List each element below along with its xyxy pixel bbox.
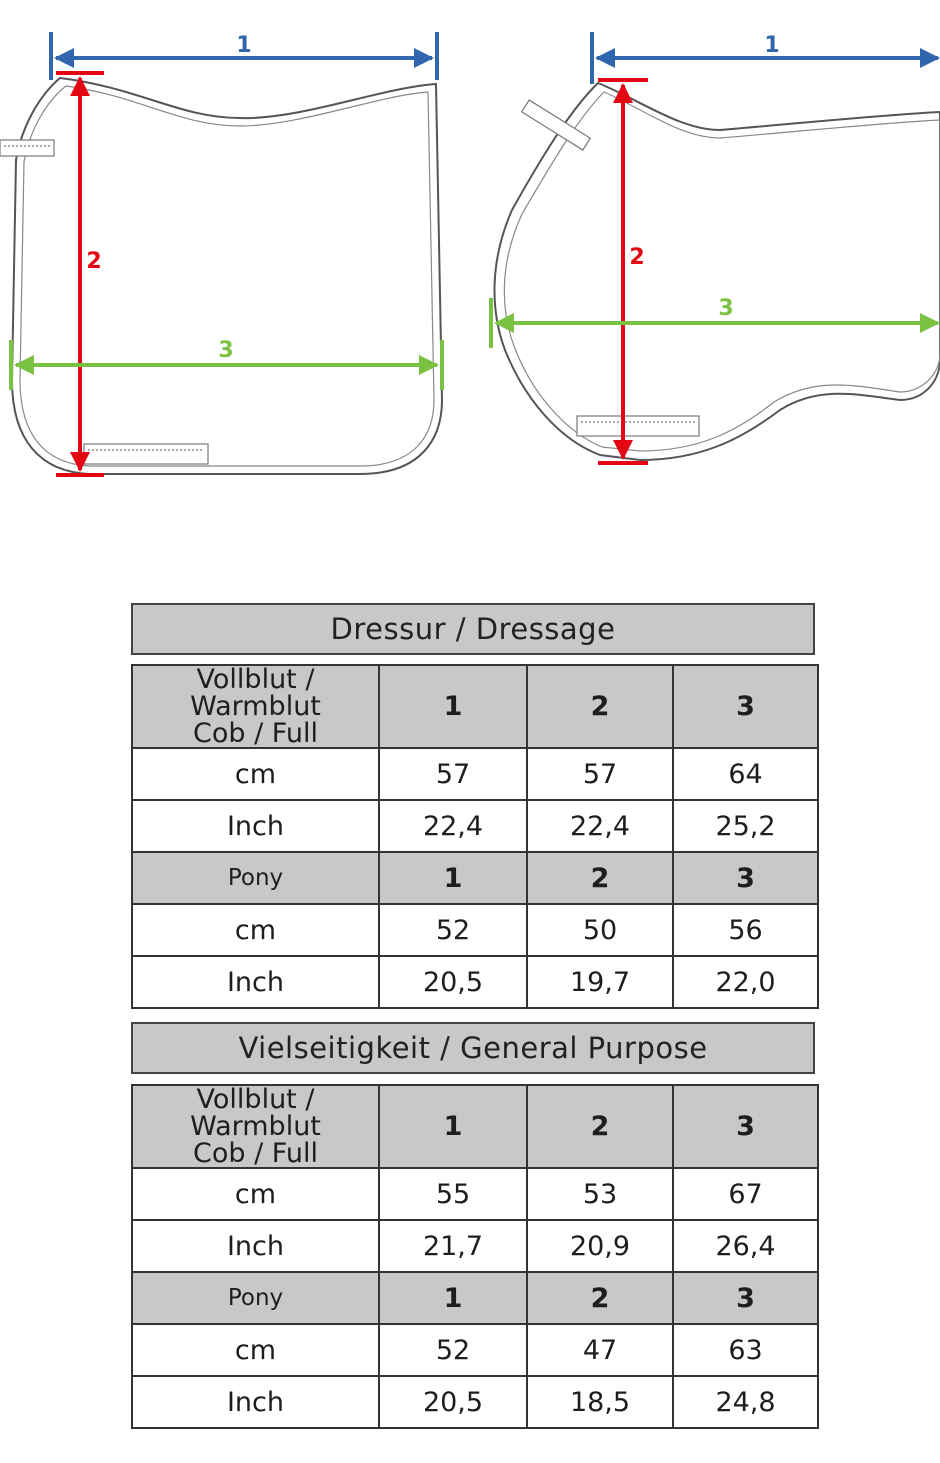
table-row: cm 57 57 64	[131, 747, 819, 801]
group-label-line1: Vollblut / Warmblut	[190, 664, 321, 722]
group-label-line2: Cob / Full	[193, 1138, 318, 1169]
unit-cell: Inch	[131, 799, 380, 853]
value-cell: 52	[378, 903, 528, 957]
value-cell: 19,7	[526, 955, 674, 1009]
value-cell: 64	[672, 747, 819, 801]
table-header-row: Vollblut / Warmblut Cob / Full 1 2 3	[131, 664, 819, 749]
dressage-girth-tab	[83, 443, 209, 465]
table-row: Inch 20,5 19,7 22,0	[131, 955, 819, 1009]
value-cell: 26,4	[672, 1219, 819, 1273]
measure-header-2: 2	[526, 851, 674, 905]
unit-cell: cm	[131, 1323, 380, 1377]
table-row: Inch 20,5 18,5 24,8	[131, 1375, 819, 1429]
group-label-line1: Vollblut / Warmblut	[190, 1084, 321, 1142]
unit-cell: cm	[131, 747, 380, 801]
table-header-row: Pony 1 2 3	[131, 1271, 819, 1325]
measure-header-2: 2	[526, 664, 674, 749]
measure-header-1: 1	[378, 851, 528, 905]
value-cell: 22,0	[672, 955, 819, 1009]
group-label-cell: Vollblut / Warmblut Cob / Full	[131, 1084, 380, 1169]
group-label-cell: Pony	[131, 1271, 380, 1325]
value-cell: 20,9	[526, 1219, 674, 1273]
group-label-cell: Pony	[131, 851, 380, 905]
table-row: cm 52 50 56	[131, 903, 819, 957]
unit-cell: Inch	[131, 1375, 380, 1429]
value-cell: 22,4	[378, 799, 528, 853]
value-cell: 18,5	[526, 1375, 674, 1429]
group-label-line2: Cob / Full	[193, 718, 318, 749]
value-cell: 67	[672, 1167, 819, 1221]
measure-header-2: 2	[526, 1084, 674, 1169]
unit-cell: cm	[131, 1167, 380, 1221]
measure-header-3: 3	[672, 851, 819, 905]
table-row: cm 52 47 63	[131, 1323, 819, 1377]
saddle-pad-diagram: 1 2 3 1 2 3	[0, 32, 940, 477]
group-label-cell: Vollblut / Warmblut Cob / Full	[131, 664, 380, 749]
unit-cell: cm	[131, 903, 380, 957]
dressage-label-1: 1	[236, 33, 251, 58]
dressage-label-2: 2	[86, 249, 101, 274]
value-cell: 24,8	[672, 1375, 819, 1429]
value-cell: 55	[378, 1167, 528, 1221]
gp-strap	[520, 99, 592, 151]
value-cell: 21,7	[378, 1219, 528, 1273]
measure-header-1: 1	[378, 1084, 528, 1169]
measure-header-3: 3	[672, 1084, 819, 1169]
gp-pad-outline	[493, 81, 940, 462]
unit-cell: Inch	[131, 955, 380, 1009]
measure-header-1: 1	[378, 1271, 528, 1325]
table-row: cm 55 53 67	[131, 1167, 819, 1221]
gp-label-1: 1	[764, 33, 779, 58]
value-cell: 57	[526, 747, 674, 801]
value-cell: 47	[526, 1323, 674, 1377]
table-header-row: Pony 1 2 3	[131, 851, 819, 905]
dressage-strap	[0, 139, 55, 157]
gp-label-3: 3	[718, 296, 733, 321]
value-cell: 63	[672, 1323, 819, 1377]
value-cell: 22,4	[526, 799, 674, 853]
measure-header-3: 3	[672, 664, 819, 749]
value-cell: 52	[378, 1323, 528, 1377]
value-cell: 20,5	[378, 1375, 528, 1429]
value-cell: 25,2	[672, 799, 819, 853]
value-cell: 57	[378, 747, 528, 801]
value-cell: 56	[672, 903, 819, 957]
measure-header-2: 2	[526, 1271, 674, 1325]
table-header-row: Vollblut / Warmblut Cob / Full 1 2 3	[131, 1084, 819, 1169]
measure-header-3: 3	[672, 1271, 819, 1325]
gp-label-2: 2	[629, 245, 644, 270]
table-row: Inch 21,7 20,9 26,4	[131, 1219, 819, 1273]
value-cell: 50	[526, 903, 674, 957]
value-cell: 20,5	[378, 955, 528, 1009]
dressage-table-title: Dressur / Dressage	[131, 603, 815, 655]
general-purpose-table-title: Vielseitigkeit / General Purpose	[131, 1022, 815, 1074]
table-row: Inch 22,4 22,4 25,2	[131, 799, 819, 853]
unit-cell: Inch	[131, 1219, 380, 1273]
gp-girth-tab	[576, 415, 700, 437]
general-purpose-size-table: Vollblut / Warmblut Cob / Full 1 2 3 cm …	[131, 1084, 819, 1429]
dressage-pad-outline	[10, 76, 444, 475]
dressage-label-3: 3	[218, 338, 233, 363]
measure-header-1: 1	[378, 664, 528, 749]
dressage-size-table: Vollblut / Warmblut Cob / Full 1 2 3 cm …	[131, 664, 819, 1009]
value-cell: 53	[526, 1167, 674, 1221]
